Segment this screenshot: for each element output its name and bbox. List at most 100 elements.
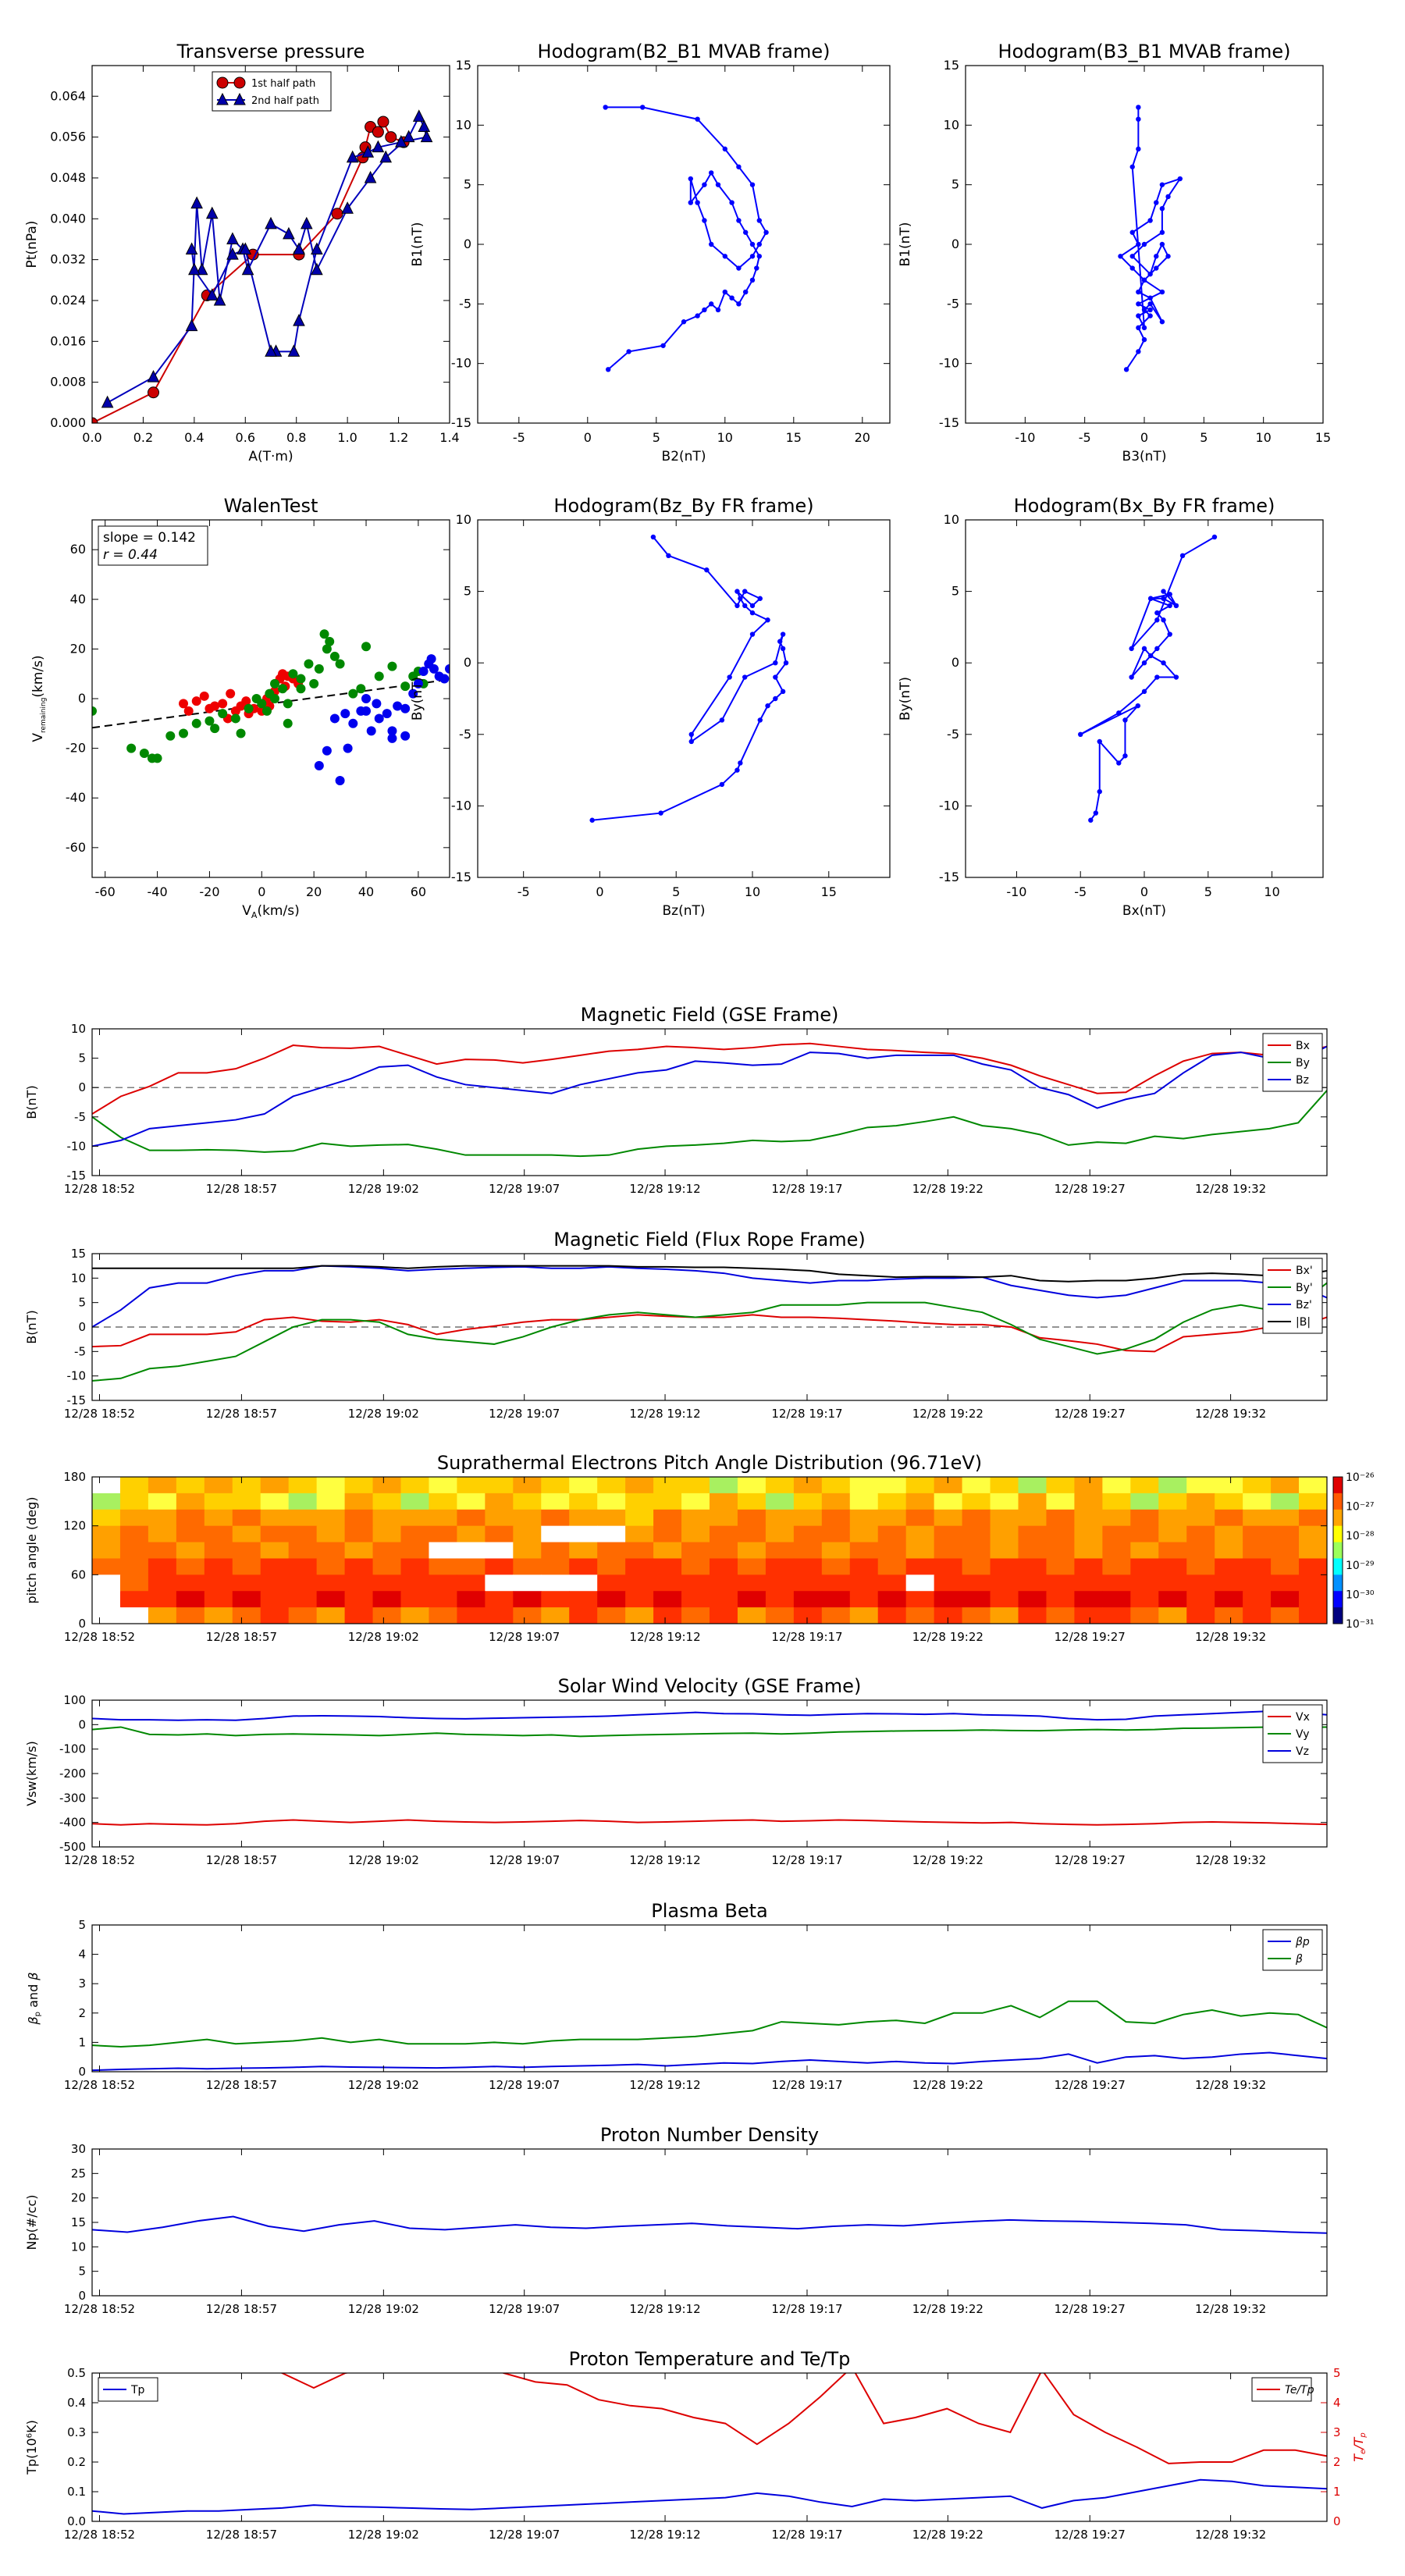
heatmap-cell <box>485 1574 514 1592</box>
y-tick-label: 0.1 <box>67 2485 86 2499</box>
heatmap-cell <box>597 1607 626 1624</box>
heatmap-cell <box>541 1574 570 1592</box>
data-point <box>1147 596 1154 601</box>
data-point <box>218 699 228 709</box>
y-tick-label: -5 <box>459 727 471 742</box>
annotation-slope: slope = 0.142 <box>103 530 196 546</box>
heatmap-cell <box>485 1542 514 1560</box>
heatmap-cell <box>344 1477 374 1494</box>
time-tick-label: 12/28 19:27 <box>1055 2528 1126 2542</box>
y-tick-label: 120 <box>63 1519 86 1533</box>
heatmap-cell <box>1299 1607 1327 1624</box>
heatmap-cell <box>569 1509 598 1527</box>
heatmap-cell <box>148 1542 177 1560</box>
time-tick-label: 12/28 19:12 <box>629 1407 700 1421</box>
time-tick-label: 12/28 19:32 <box>1195 1182 1266 1196</box>
data-point <box>1147 307 1153 313</box>
heatmap-cell <box>821 1558 851 1575</box>
heatmap-cell <box>877 1509 907 1527</box>
heatmap-cell <box>260 1542 290 1560</box>
data-point <box>218 709 228 719</box>
heatmap-cell <box>710 1574 738 1592</box>
time-tick-label: 12/28 19:12 <box>629 1182 700 1196</box>
data-point <box>210 701 220 711</box>
heatmap-cell <box>1186 1477 1215 1494</box>
heatmap-cell <box>653 1493 682 1510</box>
data-point <box>364 170 377 183</box>
x-tick-label: -5 <box>1074 884 1087 899</box>
heatmap-cell <box>765 1493 795 1510</box>
data-point <box>387 661 397 671</box>
data-point <box>1141 646 1147 652</box>
heatmap-cell <box>1243 1477 1272 1494</box>
y-tick-label-right: 2 <box>1333 2455 1341 2469</box>
heatmap-cell <box>372 1509 402 1527</box>
y-tick-label: 0.0 <box>67 2514 86 2528</box>
series-line-2nd-half-path <box>107 115 428 404</box>
panel-tp2: Proton Temperature and Te/Tp 0.0 0.1 0.2 0.3… <box>24 2348 1368 2542</box>
heatmap-cell <box>1102 1574 1131 1592</box>
heatmap-cell <box>990 1493 1019 1510</box>
y-tick-label: -15 <box>451 870 471 884</box>
heatmap-cell <box>765 1525 795 1543</box>
heatmap-cell <box>1243 1558 1272 1575</box>
series-line-h3 <box>592 536 788 821</box>
data-point <box>715 307 721 313</box>
data-point <box>101 395 114 408</box>
time-tick-label: 12/28 19:07 <box>489 1407 560 1421</box>
time-tick-label: 12/28 18:57 <box>206 1630 277 1644</box>
data-point <box>749 603 756 609</box>
data-point <box>183 706 194 716</box>
time-tick-label: 12/28 19:02 <box>348 2078 419 2092</box>
heatmap-cell <box>260 1607 290 1624</box>
data-point <box>400 681 411 692</box>
heatmap-cell <box>793 1493 823 1510</box>
heatmap-cell <box>457 1607 486 1624</box>
heatmap-cell <box>765 1607 795 1624</box>
data-point <box>400 731 411 741</box>
heatmap-cell <box>316 1558 346 1575</box>
data-point <box>372 126 384 138</box>
chart-tp: Transverse pressure 0.0 0.2 0.4 0.6 0.8 1.0 1.2… <box>24 41 460 464</box>
heatmap-cell <box>681 1493 710 1510</box>
heatmap-cell <box>597 1509 626 1527</box>
heatmap-cell <box>429 1574 458 1592</box>
heatmap-cell <box>1158 1542 1187 1560</box>
series-line-h4 <box>1080 536 1215 821</box>
heatmap-cell <box>1158 1525 1187 1543</box>
heatmap-cell <box>176 1509 205 1527</box>
y-axis-label: Pt(nPa) <box>24 221 40 269</box>
heatmap-cell <box>513 1574 542 1592</box>
heatmap-cell <box>653 1558 682 1575</box>
heatmap-cell <box>204 1558 233 1575</box>
data-point <box>1159 229 1165 235</box>
heatmap-cell <box>148 1591 177 1608</box>
heatmap-cell <box>625 1477 654 1494</box>
heatmap-cell <box>400 1477 430 1494</box>
data-point <box>92 417 98 423</box>
heatmap-cell <box>260 1525 290 1543</box>
plot-area <box>92 2373 1327 2515</box>
y-tick-label: -500 <box>59 1840 86 1854</box>
legend-label: Vz <box>1296 1745 1309 1758</box>
heatmap-cell <box>990 1591 1019 1608</box>
data-point <box>722 254 727 259</box>
time-tick-label: 12/28 19:02 <box>348 1853 419 1867</box>
data-point <box>695 116 700 122</box>
heatmap-cell <box>1215 1542 1243 1560</box>
heatmap-cell <box>1158 1591 1187 1608</box>
data-point <box>445 664 450 674</box>
data-point <box>736 218 742 223</box>
y-tick-label: 5 <box>951 177 959 192</box>
data-point <box>329 651 340 661</box>
plot-frame <box>91 2148 1328 2297</box>
data-point <box>322 644 332 654</box>
y-tick-label: -5 <box>947 727 959 742</box>
data-point <box>756 218 762 223</box>
heatmap-cell <box>625 1542 654 1560</box>
series-line-Bx' <box>92 1314 1327 1353</box>
data-point <box>709 170 714 176</box>
data-point <box>1161 660 1166 666</box>
data-point <box>283 226 295 240</box>
heatmap-cell <box>1186 1591 1215 1608</box>
